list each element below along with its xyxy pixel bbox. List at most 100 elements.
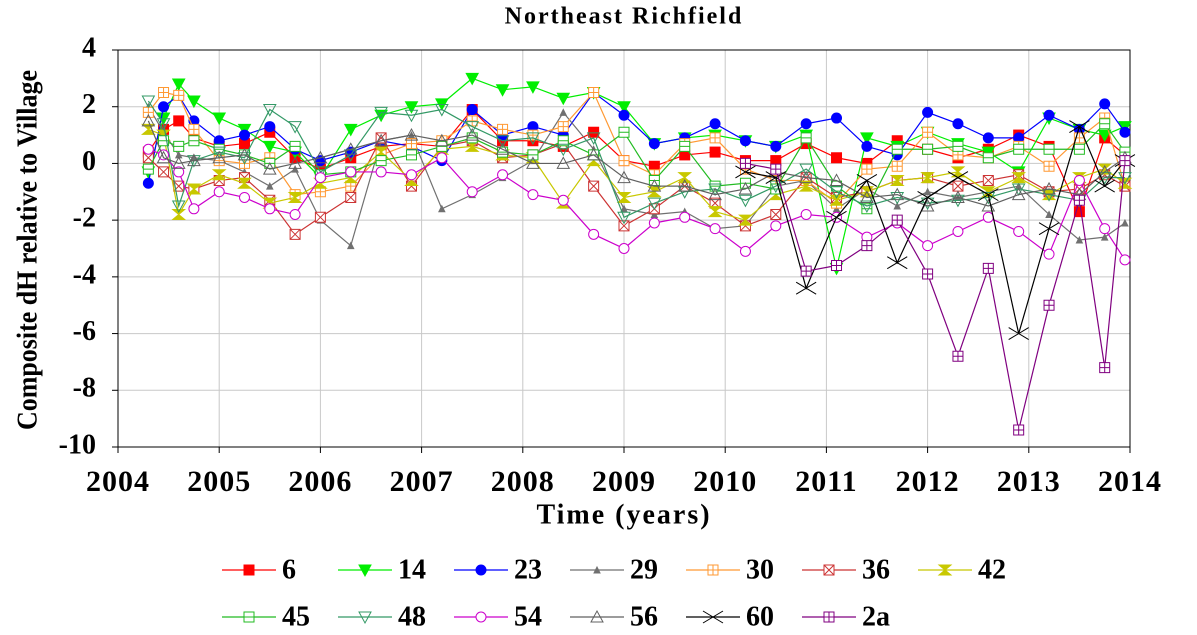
marker xyxy=(890,191,905,205)
marker xyxy=(173,166,185,178)
marker xyxy=(616,191,632,203)
legend-label: 29 xyxy=(630,554,658,585)
x-tick-label: 2012 xyxy=(896,465,960,498)
chart-title: Northeast Richfield xyxy=(505,4,744,30)
marker xyxy=(799,170,814,184)
marker xyxy=(617,101,631,114)
marker xyxy=(1099,118,1111,130)
marker xyxy=(618,243,630,254)
marker xyxy=(343,123,358,137)
marker xyxy=(212,150,227,164)
marker xyxy=(831,112,843,124)
marker xyxy=(982,174,994,186)
marker xyxy=(466,104,478,116)
marker xyxy=(495,84,510,97)
legend-item: 48 xyxy=(338,601,426,632)
marker xyxy=(800,132,812,144)
legend-label: 48 xyxy=(398,601,426,632)
marker xyxy=(288,156,302,169)
marker xyxy=(213,186,225,198)
marker xyxy=(173,140,185,152)
marker xyxy=(264,203,276,215)
marker xyxy=(1121,218,1129,227)
x-axis-label: Time (years) xyxy=(536,499,711,530)
marker xyxy=(1069,120,1090,133)
marker xyxy=(375,155,387,167)
legend-item: 54 xyxy=(454,601,542,632)
marker xyxy=(527,189,539,201)
marker xyxy=(313,150,328,164)
marker xyxy=(1073,143,1085,155)
marker xyxy=(239,129,250,141)
marker xyxy=(173,89,185,101)
marker xyxy=(497,146,509,158)
marker xyxy=(891,160,903,172)
marker xyxy=(952,225,964,237)
marker xyxy=(343,142,358,155)
marker xyxy=(265,181,274,190)
marker xyxy=(187,153,201,167)
series xyxy=(142,87,1131,189)
marker xyxy=(188,123,200,135)
marker xyxy=(648,138,660,150)
marker xyxy=(831,152,843,164)
marker xyxy=(142,106,154,118)
legend-label: 56 xyxy=(630,601,658,632)
y-tick-label: -4 xyxy=(73,259,96,290)
marker xyxy=(262,140,277,154)
marker xyxy=(618,126,630,138)
marker xyxy=(291,164,299,173)
marker xyxy=(289,140,301,152)
marker xyxy=(237,152,252,165)
marker xyxy=(829,173,844,186)
marker xyxy=(158,87,170,99)
marker xyxy=(173,115,185,127)
marker xyxy=(237,147,252,161)
marker xyxy=(526,81,540,94)
series-line xyxy=(745,160,1126,431)
x-tick-label: 2011 xyxy=(795,465,857,498)
marker xyxy=(475,611,487,623)
marker xyxy=(893,201,902,210)
marker xyxy=(434,104,449,117)
marker xyxy=(982,211,994,223)
marker xyxy=(405,149,417,161)
marker xyxy=(679,140,691,152)
marker xyxy=(798,180,814,192)
marker xyxy=(1042,181,1056,195)
marker xyxy=(647,197,662,211)
legend-item: 29 xyxy=(570,554,658,585)
marker xyxy=(466,132,478,144)
marker xyxy=(861,203,873,215)
marker xyxy=(475,564,487,576)
marker xyxy=(646,186,662,198)
marker xyxy=(1099,223,1111,235)
legend-label: 60 xyxy=(746,601,774,632)
marker xyxy=(799,163,814,177)
legend-label: 36 xyxy=(862,554,890,585)
marker xyxy=(832,204,841,213)
marker xyxy=(289,208,301,220)
marker xyxy=(556,143,571,157)
marker xyxy=(829,194,844,206)
marker xyxy=(158,101,170,113)
marker xyxy=(314,172,326,184)
marker xyxy=(800,118,812,130)
series xyxy=(141,72,1132,276)
marker xyxy=(889,174,905,186)
marker xyxy=(860,132,874,145)
legend-item: 6 xyxy=(222,554,296,585)
marker xyxy=(588,228,600,240)
marker xyxy=(465,128,480,141)
marker xyxy=(1011,172,1027,184)
marker xyxy=(981,198,996,212)
marker xyxy=(1119,155,1131,167)
marker xyxy=(702,610,724,624)
marker xyxy=(709,146,721,158)
marker xyxy=(981,191,996,205)
marker xyxy=(861,140,873,152)
marker xyxy=(1043,109,1055,121)
marker xyxy=(739,245,751,257)
marker xyxy=(593,565,601,574)
marker xyxy=(677,172,693,184)
